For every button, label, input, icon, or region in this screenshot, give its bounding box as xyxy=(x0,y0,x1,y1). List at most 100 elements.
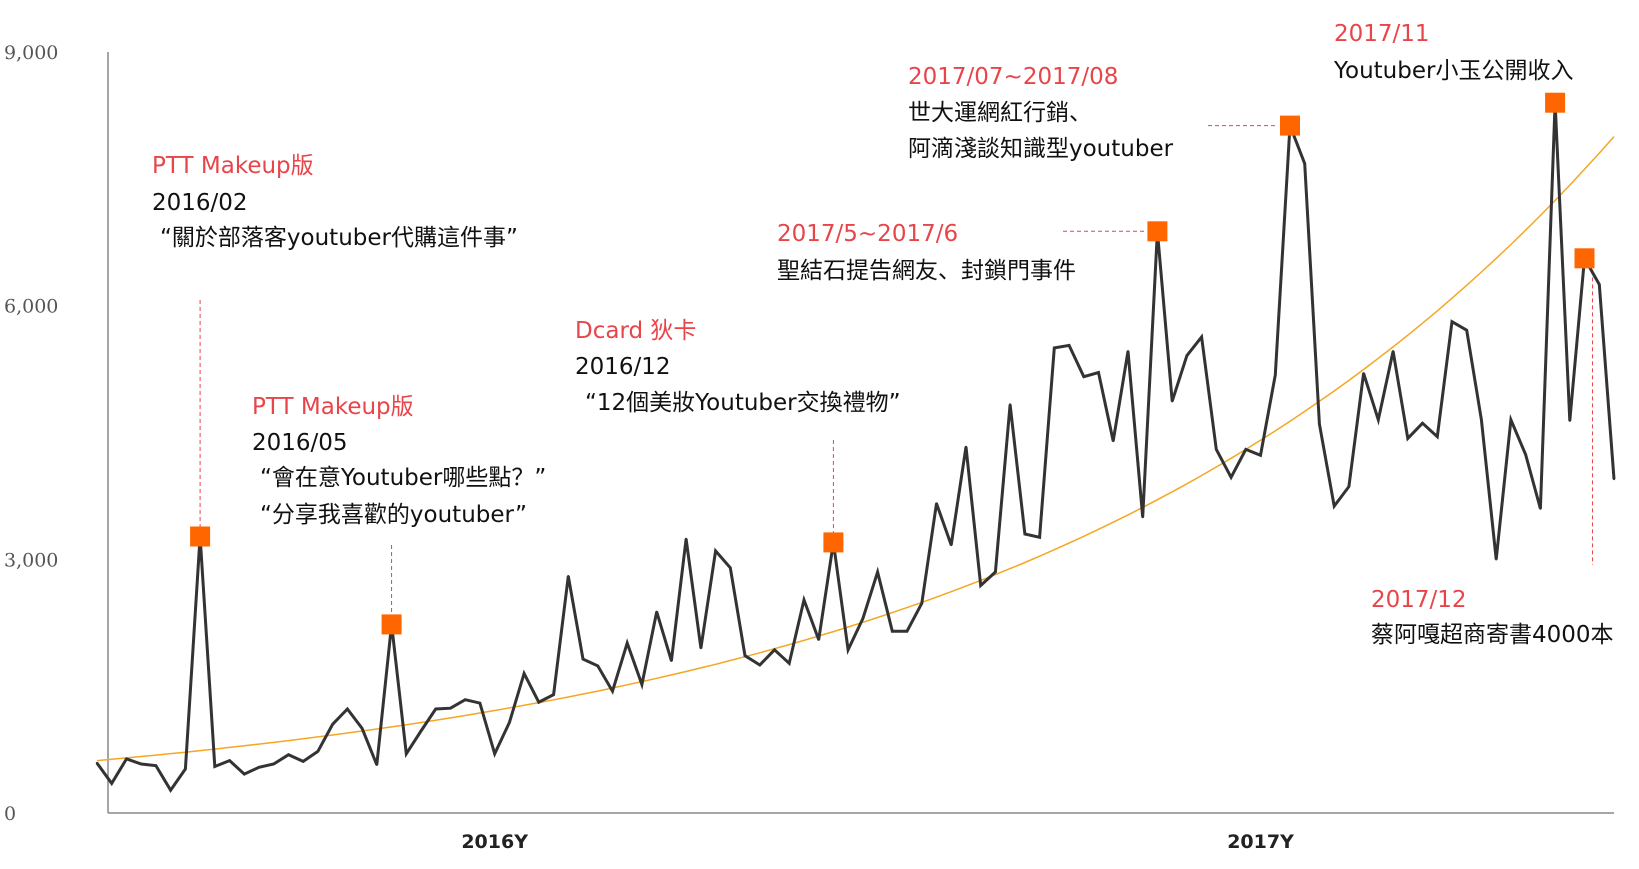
data-point xyxy=(228,759,231,762)
x-tick-label: 2016Y xyxy=(461,831,528,853)
data-point xyxy=(1539,507,1542,510)
data-point xyxy=(729,566,732,569)
data-point xyxy=(1259,454,1262,457)
data-point xyxy=(655,610,658,613)
data-point xyxy=(1229,476,1233,479)
annotation-heading: 2017/07~2017/08 xyxy=(908,64,1118,90)
data-point xyxy=(1023,532,1027,536)
data-point xyxy=(375,763,378,766)
annotation-text: “會在意Youtuber哪些點？” xyxy=(260,465,546,491)
data-point xyxy=(611,690,614,693)
data-point xyxy=(287,753,290,756)
annotation-ptt-2016-05: PTT Makeup版 2016/05 “會在意Youtuber哪些點？” “分… xyxy=(252,394,546,528)
annotation-heading: 2017/11 xyxy=(1334,21,1430,47)
annotation-text: 阿滴淺談知識型youtuber xyxy=(908,136,1174,162)
highlight-marker xyxy=(1147,221,1168,242)
data-point xyxy=(537,701,540,704)
data-point xyxy=(110,782,113,785)
axes xyxy=(107,52,1614,814)
data-point xyxy=(1053,346,1056,350)
data-point xyxy=(449,707,452,710)
data-point xyxy=(346,707,349,711)
annotation-date: 2016/12 xyxy=(575,354,671,380)
data-point xyxy=(1598,283,1601,286)
annotation-heading: PTT Makeup版 xyxy=(252,394,414,420)
data-point xyxy=(596,664,599,668)
data-point xyxy=(1171,400,1174,403)
annotation-text: 聖結石提告網友、封鎖門事件 xyxy=(777,258,1076,284)
data-point xyxy=(464,698,467,701)
highlight-marker xyxy=(190,526,211,547)
data-point xyxy=(1097,371,1100,374)
highlight-guide-lines xyxy=(199,125,1594,615)
data-point xyxy=(626,641,629,645)
x-tick-label: 2017Y xyxy=(1227,831,1294,853)
annotation-dcard-2016-12: Dcard 狄卡 2016/12 “12個美妝Youtuber交換禮物” xyxy=(575,318,901,416)
data-point xyxy=(1421,422,1424,425)
data-point xyxy=(1406,437,1410,440)
annotation-2017-11: 2017/11 Youtuber小玉公開收入 xyxy=(1333,21,1573,84)
data-point xyxy=(1377,418,1380,421)
data-point xyxy=(1185,354,1189,357)
data-point xyxy=(508,721,511,724)
annotation-date: 2016/05 xyxy=(252,430,348,456)
series-line xyxy=(95,102,1616,793)
data-point xyxy=(905,630,909,633)
highlight-markers xyxy=(190,92,1595,635)
annotation-date: 2016/02 xyxy=(152,190,248,216)
data-point xyxy=(743,654,747,657)
data-point xyxy=(1391,350,1395,353)
data-point xyxy=(684,537,688,541)
data-point xyxy=(1509,418,1513,421)
data-point xyxy=(140,762,143,766)
data-point xyxy=(979,584,982,587)
data-point xyxy=(773,648,776,651)
data-point xyxy=(581,657,585,661)
data-point xyxy=(302,760,305,763)
data-point xyxy=(434,707,437,711)
data-point xyxy=(802,598,806,602)
annotation-text: “關於部落客youtuber代購這件事” xyxy=(160,225,518,251)
data-point xyxy=(950,543,953,547)
data-point xyxy=(964,445,968,449)
data-point xyxy=(1067,344,1071,347)
data-point xyxy=(125,757,128,761)
data-point xyxy=(640,683,644,686)
data-point xyxy=(1318,422,1321,426)
data-point xyxy=(1008,403,1012,406)
annotation-ptt-2016-02: PTT Makeup版 2016/02 “關於部落客youtuber代購這件事” xyxy=(152,153,518,251)
data-point xyxy=(1215,448,1218,451)
data-point xyxy=(1038,536,1041,539)
data-point xyxy=(876,570,879,574)
data-point xyxy=(257,766,261,769)
data-point xyxy=(846,648,850,651)
annotation-2017-07: 2017/07~2017/08 世大運網紅行銷、 阿滴淺談知識型youtuber xyxy=(908,64,1174,162)
data-point xyxy=(1480,418,1483,421)
highlight-marker xyxy=(1574,248,1595,269)
data-point xyxy=(1244,448,1248,451)
data-point xyxy=(213,765,216,768)
highlight-marker xyxy=(381,614,402,635)
data-point xyxy=(994,570,997,574)
annotation-text: 蔡阿嘎超商寄書4000本 xyxy=(1371,622,1614,648)
data-point xyxy=(1362,372,1365,375)
data-point xyxy=(699,646,703,650)
annotation-heading: 2017/12 xyxy=(1371,587,1467,613)
data-point xyxy=(817,638,820,641)
data-point xyxy=(1524,453,1527,456)
highlight-marker xyxy=(1545,92,1566,113)
data-point xyxy=(1303,162,1306,165)
annotation-text: “分享我喜歡的youtuber” xyxy=(260,502,527,528)
trend-line xyxy=(96,136,1615,762)
data-point xyxy=(1112,439,1115,443)
plot-area xyxy=(95,101,1616,793)
data-point xyxy=(1126,350,1130,353)
x-tick-labels: 2016Y 2017Y xyxy=(461,831,1294,853)
y-tick-label: 0 xyxy=(4,803,16,825)
annotation-text: “12個美妝Youtuber交換禮物” xyxy=(585,390,901,416)
data-point xyxy=(1612,477,1616,481)
data-point xyxy=(1274,373,1277,377)
data-point xyxy=(552,693,555,696)
data-point xyxy=(1568,419,1572,422)
data-point xyxy=(935,502,938,505)
